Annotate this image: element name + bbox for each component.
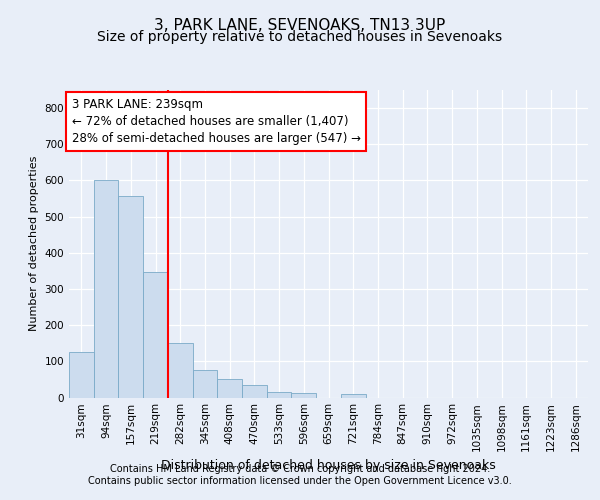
Bar xyxy=(118,196,143,398)
Bar xyxy=(143,272,168,398)
Bar xyxy=(341,394,365,398)
Text: Size of property relative to detached houses in Sevenoaks: Size of property relative to detached ho… xyxy=(97,30,503,44)
Bar xyxy=(193,370,217,398)
Bar xyxy=(242,385,267,398)
Text: 3, PARK LANE, SEVENOAKS, TN13 3UP: 3, PARK LANE, SEVENOAKS, TN13 3UP xyxy=(154,18,446,32)
Text: Contains public sector information licensed under the Open Government Licence v3: Contains public sector information licen… xyxy=(88,476,512,486)
Text: Contains HM Land Registry data © Crown copyright and database right 2024.: Contains HM Land Registry data © Crown c… xyxy=(110,464,490,474)
Y-axis label: Number of detached properties: Number of detached properties xyxy=(29,156,39,332)
Bar xyxy=(292,393,316,398)
Bar xyxy=(267,392,292,398)
Bar xyxy=(217,380,242,398)
Bar xyxy=(168,343,193,398)
Text: 3 PARK LANE: 239sqm
← 72% of detached houses are smaller (1,407)
28% of semi-det: 3 PARK LANE: 239sqm ← 72% of detached ho… xyxy=(71,98,361,144)
X-axis label: Distribution of detached houses by size in Sevenoaks: Distribution of detached houses by size … xyxy=(161,460,496,472)
Bar xyxy=(69,352,94,398)
Bar xyxy=(94,180,118,398)
